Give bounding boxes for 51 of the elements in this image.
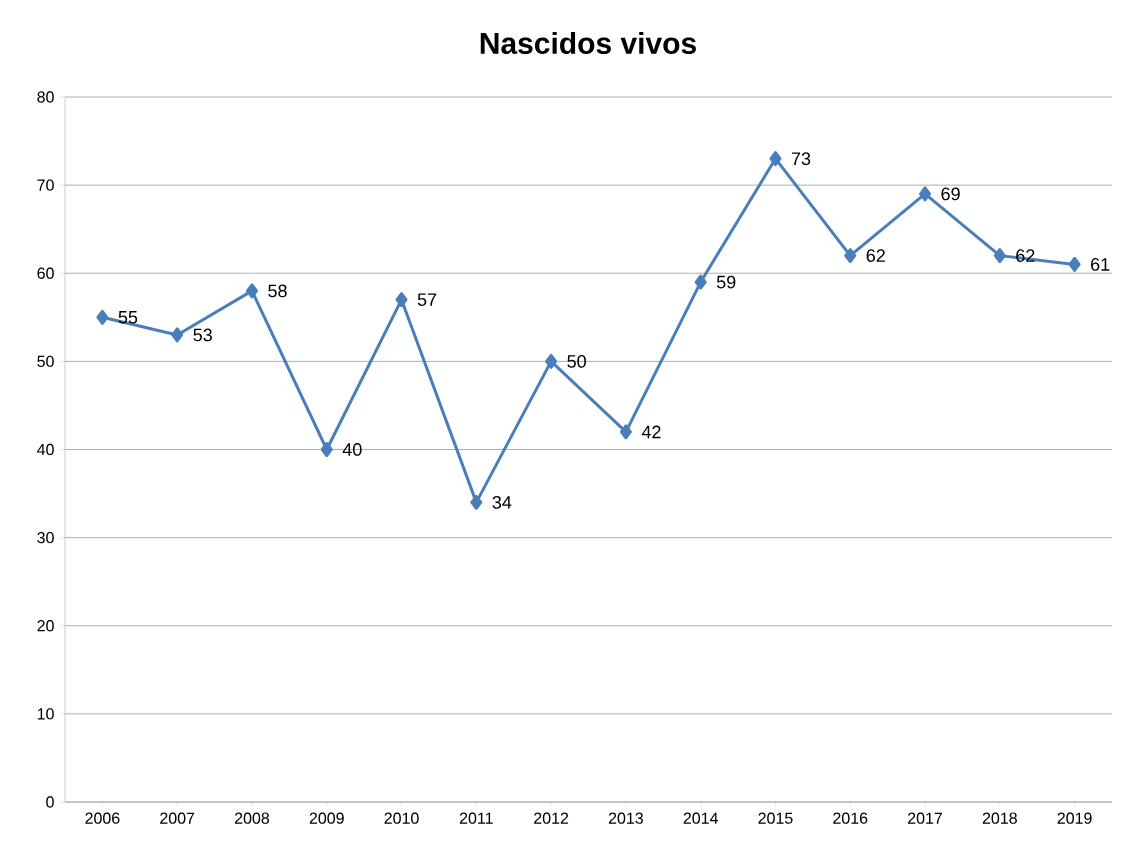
data-label: 57 xyxy=(417,293,437,306)
x-tick-label: 2012 xyxy=(534,812,569,824)
data-label: 34 xyxy=(492,495,512,509)
point xyxy=(171,327,184,343)
data-label: 50 xyxy=(567,354,586,368)
x-tick-label: 2018 xyxy=(982,812,1017,824)
y-tick-label: 20 xyxy=(37,620,54,632)
data-label: 69 xyxy=(941,187,960,201)
data-label: 59 xyxy=(716,275,736,289)
point xyxy=(470,494,483,510)
point xyxy=(245,283,258,299)
x-tick-label: 2015 xyxy=(758,812,793,824)
data-label: 40 xyxy=(342,443,362,456)
data-label: 53 xyxy=(193,328,212,342)
x-tick-label: 2009 xyxy=(309,812,344,824)
data-label: 58 xyxy=(268,284,287,298)
chart-title: Nascidos vivos xyxy=(480,31,696,55)
x-tick-label: 2008 xyxy=(234,812,270,824)
point xyxy=(919,186,932,202)
point xyxy=(993,248,1006,264)
data-label: 55 xyxy=(118,311,138,324)
x-tick-label: 2010 xyxy=(384,812,419,824)
point xyxy=(96,309,109,325)
x-tick-label: 2016 xyxy=(833,812,868,824)
y-tick-label: 30 xyxy=(37,531,54,544)
x-tick-label: 2006 xyxy=(85,812,120,824)
x-tick-label: 2019 xyxy=(1057,812,1092,824)
point xyxy=(545,353,558,369)
point xyxy=(395,292,408,308)
point xyxy=(844,248,857,264)
data-label: 42 xyxy=(641,425,661,439)
point xyxy=(769,151,782,167)
y-tick-label: 70 xyxy=(37,179,54,191)
point xyxy=(320,442,333,457)
y-tick-label: 50 xyxy=(37,355,54,368)
x-tick-label: 2007 xyxy=(160,812,195,824)
y-tick-label: 10 xyxy=(37,708,54,720)
y-tick-label: 40 xyxy=(37,443,54,456)
y-tick-label: 0 xyxy=(46,796,54,808)
point xyxy=(1068,256,1081,272)
x-tick-label: 2017 xyxy=(908,812,943,824)
data-label: 73 xyxy=(791,152,811,166)
point xyxy=(694,274,707,290)
y-tick-label: 60 xyxy=(37,267,54,279)
x-tick-label: 2013 xyxy=(608,812,643,824)
x-tick-label: 2011 xyxy=(459,812,493,824)
data-label: 61 xyxy=(1091,258,1110,271)
y-tick-label: 80 xyxy=(37,91,54,103)
data-label: 62 xyxy=(866,249,885,262)
x-tick-label: 2014 xyxy=(683,812,718,824)
point xyxy=(619,424,632,440)
